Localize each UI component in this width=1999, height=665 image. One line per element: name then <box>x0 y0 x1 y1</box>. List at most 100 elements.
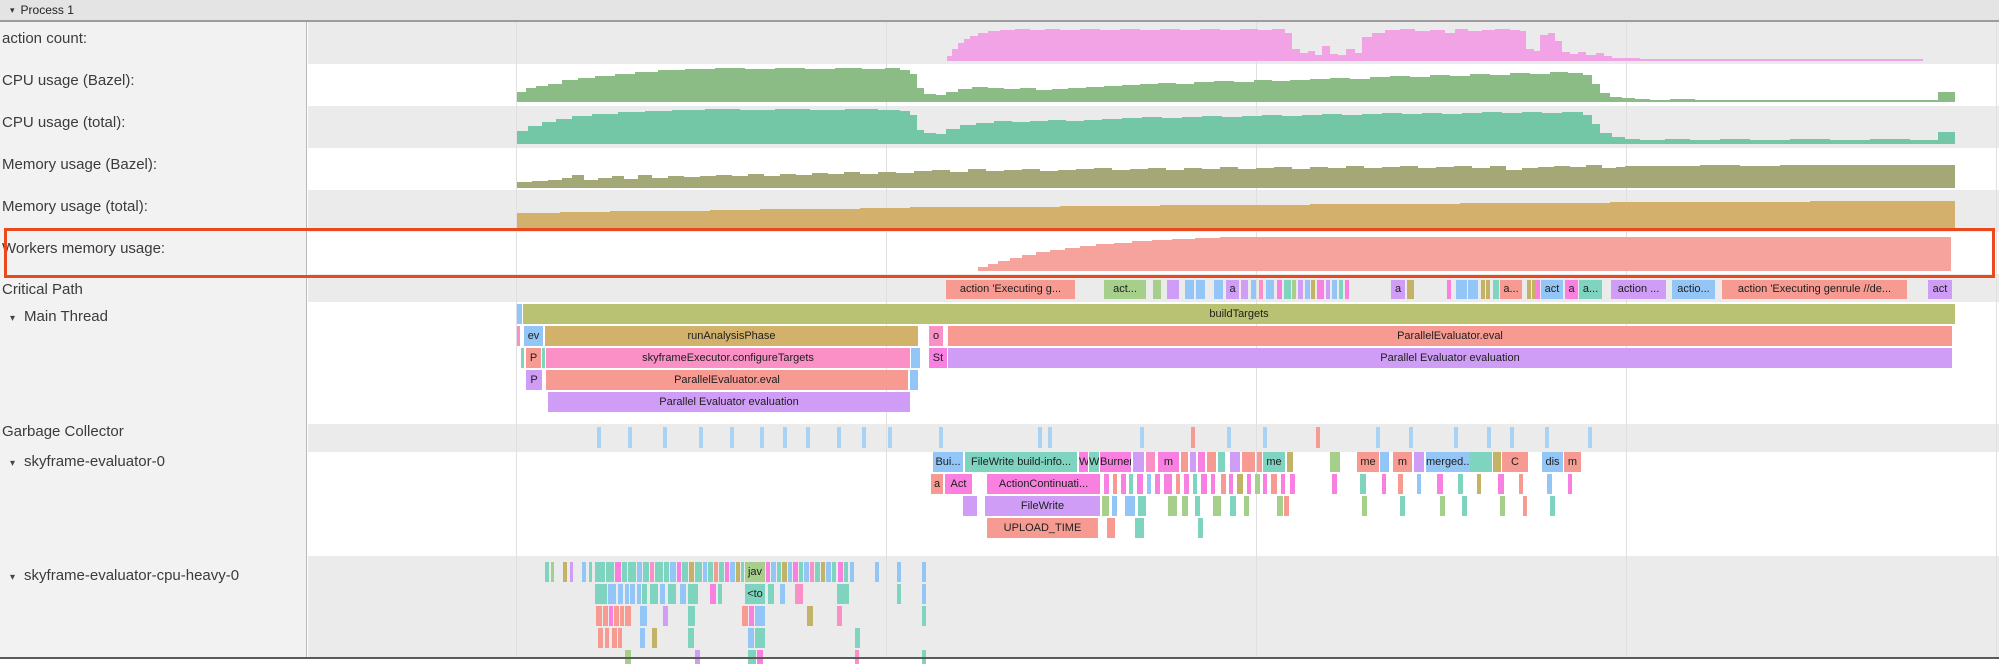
trace-span[interactable]: runAnalysisPhase <box>545 326 918 346</box>
trace-tick[interactable] <box>606 562 614 582</box>
trace-span[interactable]: ParallelEvaluator.eval <box>546 370 908 390</box>
trace-tick[interactable] <box>640 606 647 626</box>
trace-tick[interactable] <box>1112 496 1117 516</box>
trace-tick[interactable] <box>832 562 836 582</box>
trace-tick[interactable] <box>777 562 781 582</box>
trace-tick[interactable] <box>1198 518 1203 538</box>
trace-tick[interactable] <box>1532 280 1536 299</box>
trace-tick[interactable] <box>1155 474 1160 494</box>
trace-tick[interactable] <box>1182 496 1188 516</box>
trace-tick[interactable] <box>1263 474 1267 494</box>
trace-tick[interactable] <box>1190 452 1196 472</box>
trace-tick[interactable] <box>677 562 681 582</box>
triangle-down-icon[interactable]: ▾ <box>10 458 16 469</box>
trace-tick[interactable] <box>637 562 642 582</box>
trace-tick[interactable] <box>783 427 787 448</box>
trace-span[interactable]: P <box>526 348 541 368</box>
trace-tick[interactable] <box>1221 474 1226 494</box>
trace-tick[interactable] <box>1330 452 1340 472</box>
trace-tick[interactable] <box>922 562 926 582</box>
trace-tick[interactable] <box>1147 474 1151 494</box>
trace-tick[interactable] <box>595 562 605 582</box>
trace-tick[interactable] <box>1138 496 1146 516</box>
trace-tick[interactable] <box>1362 496 1367 516</box>
trace-tick[interactable] <box>542 348 545 368</box>
trace-tick[interactable] <box>1527 280 1531 299</box>
trace-tick[interactable] <box>1211 474 1215 494</box>
trace-tick[interactable] <box>807 606 813 626</box>
trace-tick[interactable] <box>742 606 748 626</box>
trace-tick[interactable] <box>1271 474 1277 494</box>
trace-tick[interactable] <box>1168 496 1177 516</box>
trace-tick[interactable] <box>1277 496 1283 516</box>
trace-tick[interactable] <box>688 584 698 604</box>
trace-tick[interactable] <box>1284 280 1291 299</box>
trace-tick[interactable] <box>788 562 792 582</box>
trace-tick[interactable] <box>1287 452 1293 472</box>
trace-tick[interactable] <box>1137 474 1143 494</box>
trace-tick[interactable] <box>755 606 765 626</box>
trace-tick[interactable] <box>755 628 765 648</box>
trace-tick[interactable] <box>897 562 901 582</box>
trace-tick[interactable] <box>1129 474 1133 494</box>
trace-tick[interactable] <box>1317 280 1324 299</box>
trace-span[interactable]: action 'Executing g... <box>946 280 1075 299</box>
trace-span[interactable]: Bui... <box>933 452 963 472</box>
trace-tick[interactable] <box>660 584 665 604</box>
trace-span[interactable]: P <box>526 370 542 390</box>
trace-tick[interactable] <box>1164 474 1172 494</box>
trace-tick[interactable] <box>1196 280 1205 299</box>
trace-span[interactable]: m <box>1158 452 1179 472</box>
trace-tick[interactable] <box>1380 452 1389 472</box>
trace-tick[interactable] <box>837 427 841 448</box>
trace-span[interactable]: jav <box>745 562 765 582</box>
trace-tick[interactable] <box>1523 496 1527 516</box>
trace-tick[interactable] <box>682 562 688 582</box>
trace-tick[interactable] <box>1230 452 1240 472</box>
trace-tick[interactable] <box>1345 280 1349 299</box>
trace-tick[interactable] <box>1510 427 1514 448</box>
trace-tick[interactable] <box>844 562 848 582</box>
trace-tick[interactable] <box>1470 452 1492 472</box>
trace-tick[interactable] <box>810 562 814 582</box>
trace-tick[interactable] <box>922 606 926 626</box>
trace-tick[interactable] <box>1153 280 1161 299</box>
trace-tick[interactable] <box>793 562 798 582</box>
trace-tick[interactable] <box>1332 474 1337 494</box>
trace-tick[interactable] <box>630 584 635 604</box>
trace-tick[interactable] <box>650 562 654 582</box>
trace-span[interactable]: o <box>929 326 943 346</box>
trace-tick[interactable] <box>782 562 787 582</box>
triangle-down-icon[interactable]: ▾ <box>10 572 16 583</box>
trace-tick[interactable] <box>1107 518 1115 538</box>
trace-tick[interactable] <box>598 628 603 648</box>
trace-span[interactable]: a <box>1391 280 1405 299</box>
trace-tick[interactable] <box>589 562 592 582</box>
trace-tick[interactable] <box>1339 280 1343 299</box>
trace-span[interactable]: action 'Executing genrule //de... <box>1722 280 1907 299</box>
trace-tick[interactable] <box>760 427 764 448</box>
trace-span[interactable]: <to <box>745 584 765 604</box>
trace-tick[interactable] <box>618 584 623 604</box>
trace-tick[interactable] <box>642 584 647 604</box>
trace-tick[interactable] <box>837 606 842 626</box>
trace-tick[interactable] <box>615 562 621 582</box>
trace-tick[interactable] <box>1281 474 1285 494</box>
triangle-down-icon[interactable]: ▾ <box>10 313 16 324</box>
trace-span[interactable]: buildTargets <box>523 304 1955 324</box>
trace-span[interactable]: merged... <box>1426 452 1470 472</box>
trace-span[interactable]: Parallel Evaluator evaluation <box>548 392 910 412</box>
trace-tick[interactable] <box>1257 452 1262 472</box>
trace-tick[interactable] <box>766 562 770 582</box>
trace-tick[interactable] <box>749 606 754 626</box>
trace-tick[interactable] <box>1259 280 1263 299</box>
trace-tick[interactable] <box>1550 496 1555 516</box>
trace-tick[interactable] <box>1462 496 1467 516</box>
trace-tick[interactable] <box>1417 474 1421 494</box>
trace-tick[interactable] <box>806 427 810 448</box>
trace-tick[interactable] <box>795 584 803 604</box>
trace-tick[interactable] <box>1382 474 1386 494</box>
trace-tick[interactable] <box>582 562 586 582</box>
trace-tick[interactable] <box>826 562 831 582</box>
trace-tick[interactable] <box>1305 280 1310 299</box>
